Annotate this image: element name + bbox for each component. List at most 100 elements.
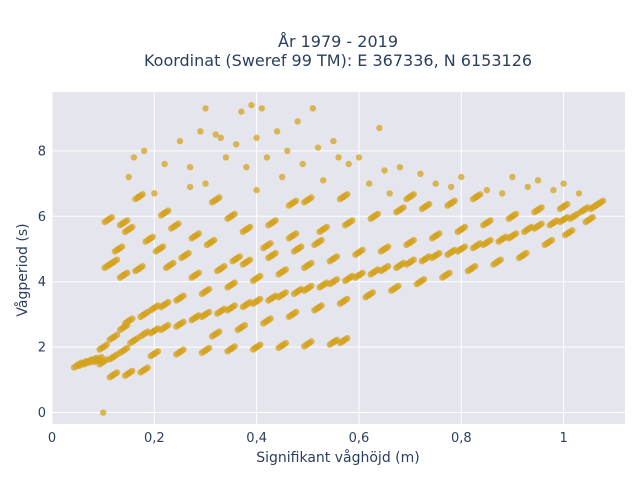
data-point [202, 105, 208, 111]
data-point [114, 369, 120, 375]
data-point [359, 247, 365, 253]
data-point [385, 263, 391, 269]
data-point [375, 211, 381, 217]
data-point [187, 184, 193, 190]
data-point [550, 187, 556, 193]
data-point [318, 237, 324, 243]
data-point [564, 201, 570, 207]
data-point [400, 204, 406, 210]
data-point [247, 224, 253, 230]
data-point [151, 190, 157, 196]
data-point [433, 180, 439, 186]
data-point [344, 191, 350, 197]
x-axis-ticks: 00,20,40,60,81 [48, 431, 568, 446]
data-point [155, 348, 161, 354]
x-tick-label: 0,4 [246, 431, 267, 446]
data-point [283, 340, 289, 346]
data-point [436, 230, 442, 236]
data-point [417, 171, 423, 177]
data-point [446, 270, 452, 276]
data-point [397, 164, 403, 170]
data-point [267, 240, 273, 246]
data-point [421, 276, 427, 282]
data-point [344, 296, 350, 302]
data-point [202, 180, 208, 186]
data-point [334, 253, 340, 259]
data-point [334, 276, 340, 282]
data-point [381, 167, 387, 173]
y-tick-label: 2 [38, 341, 46, 356]
data-point [385, 243, 391, 249]
data-point [370, 289, 376, 295]
data-point [335, 154, 341, 160]
data-point [279, 174, 285, 180]
data-point [139, 191, 145, 197]
data-point [293, 309, 299, 315]
data-point [376, 125, 382, 131]
x-tick-label: 1 [559, 431, 567, 446]
data-point [253, 135, 259, 141]
data-point [196, 270, 202, 276]
data-point [320, 177, 326, 183]
data-point [264, 154, 270, 160]
data-point [131, 154, 137, 160]
x-tick-label: 0,6 [349, 431, 370, 446]
data-point [411, 237, 417, 243]
data-point [448, 184, 454, 190]
data-point [535, 177, 541, 183]
data-point [253, 187, 259, 193]
data-point [238, 108, 244, 114]
data-point [180, 346, 186, 352]
data-point [308, 283, 314, 289]
data-point [560, 180, 566, 186]
data-point [206, 286, 212, 292]
data-point [165, 299, 171, 305]
data-point [576, 190, 582, 196]
data-point [232, 211, 238, 217]
data-point [139, 263, 145, 269]
data-point [145, 364, 151, 370]
data-point [308, 260, 314, 266]
data-point [119, 243, 125, 249]
data-point [426, 201, 432, 207]
data-point [538, 221, 544, 227]
data-point [150, 234, 156, 240]
data-point [310, 105, 316, 111]
data-point [487, 217, 493, 223]
data-point [237, 253, 243, 259]
data-point [196, 230, 202, 236]
data-point [257, 296, 263, 302]
data-point [232, 279, 238, 285]
data-point [308, 194, 314, 200]
data-point [462, 243, 468, 249]
data-point [274, 128, 280, 134]
data-point [411, 257, 417, 263]
chart-container: 00,20,40,60,81 02468 År 1979 - 2019 Koor… [0, 0, 640, 480]
data-point [359, 270, 365, 276]
data-point [344, 335, 350, 341]
data-point [129, 224, 135, 230]
data-point [197, 128, 203, 134]
data-point [272, 217, 278, 223]
data-point [221, 263, 227, 269]
chart-title: År 1979 - 2019 [278, 32, 398, 51]
data-point [216, 328, 222, 334]
data-point [257, 342, 263, 348]
x-axis-title: Signifikant våghöjd (m) [256, 449, 419, 466]
x-tick-label: 0,8 [451, 431, 472, 446]
x-tick-label: 0 [48, 431, 56, 446]
data-point [395, 283, 401, 289]
data-point [242, 322, 248, 328]
data-point [600, 198, 606, 204]
data-point [293, 230, 299, 236]
y-tick-label: 8 [38, 144, 46, 159]
data-point [257, 273, 263, 279]
data-point [458, 174, 464, 180]
data-point [247, 257, 253, 263]
data-point [180, 319, 186, 325]
data-point [187, 164, 193, 170]
data-point [218, 135, 224, 141]
data-point [484, 187, 490, 193]
data-point [298, 243, 304, 249]
data-point [141, 148, 147, 154]
